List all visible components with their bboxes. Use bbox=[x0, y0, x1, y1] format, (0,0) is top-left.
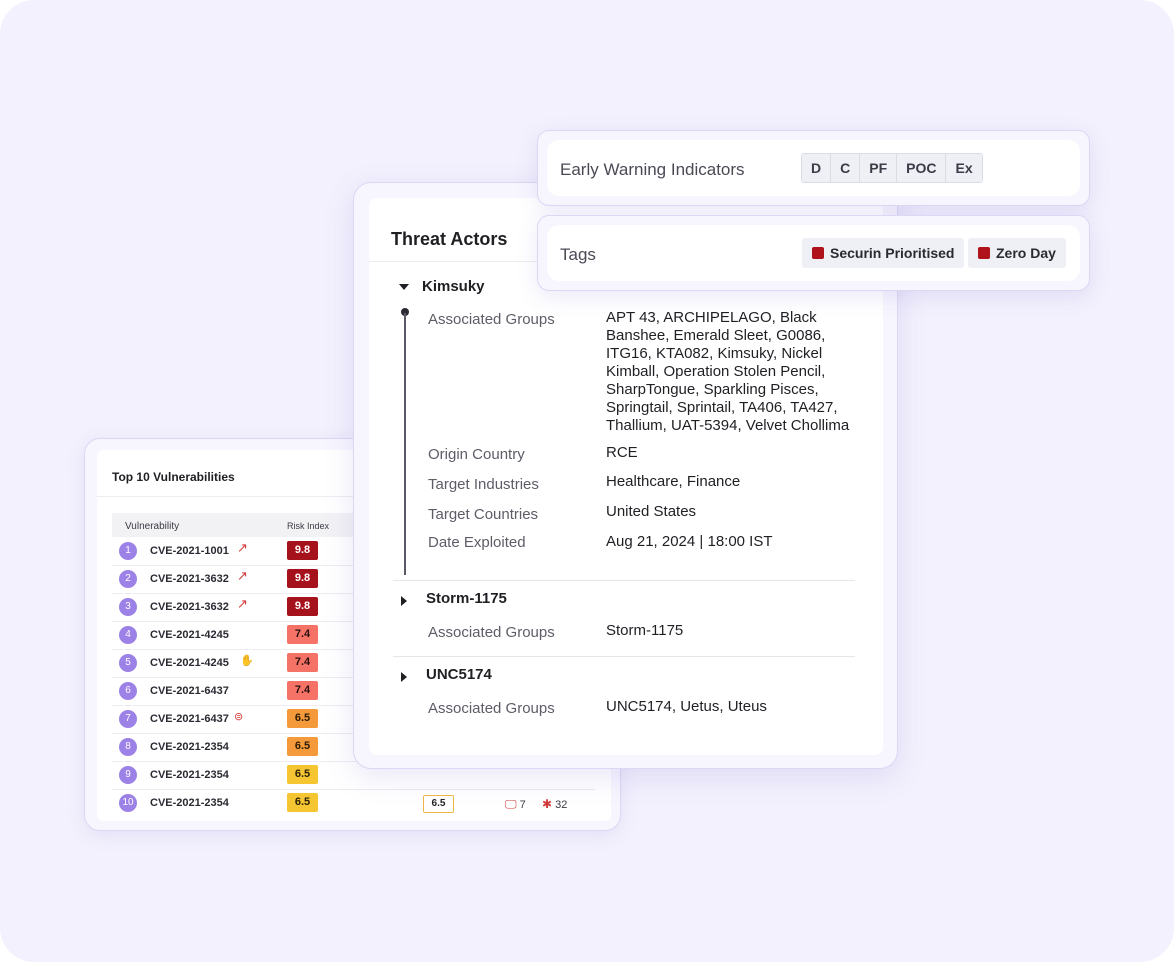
value-line: Kimball, Operation Stolen Pencil, bbox=[606, 363, 826, 380]
actor-name-storm-1175[interactable]: Storm-1175 bbox=[426, 590, 507, 607]
target-industries-value: Healthcare, Finance bbox=[606, 473, 741, 490]
field-label: Associated Groups bbox=[428, 624, 555, 641]
tags-label: Tags bbox=[560, 245, 596, 264]
column-header-vulnerability[interactable]: Vulnerability bbox=[125, 521, 180, 532]
score-box: 6.5 bbox=[423, 795, 454, 813]
table-row[interactable]: 8 CVE-2021-2354 6.5 bbox=[112, 734, 595, 762]
value-line: SharpTongue, Sparkling Pisces, bbox=[606, 381, 819, 398]
value-line: APT 43, ARCHIPELAGO, Black bbox=[606, 309, 817, 326]
divider bbox=[393, 656, 855, 657]
early-warning-panel: Early Warning Indicators D C PF POC Ex bbox=[547, 140, 1080, 196]
rank-badge: 4 bbox=[119, 626, 137, 644]
risk-index-badge: 9.8 bbox=[287, 597, 318, 616]
value-line: Thallium, UAT-5394, Velvet Chollima bbox=[606, 417, 850, 434]
bug-icon: ✱ bbox=[542, 797, 553, 811]
indicator-d[interactable]: D bbox=[802, 154, 832, 182]
indicator-group: D C PF POC Ex bbox=[801, 153, 983, 183]
ransomware-icon: ✋ bbox=[240, 655, 254, 667]
assets-metric: 🖵 7 bbox=[505, 797, 526, 812]
rank-badge: 1 bbox=[119, 542, 137, 560]
cve-id[interactable]: CVE-2021-2354 bbox=[150, 797, 229, 809]
field-label: Target Countries bbox=[428, 506, 539, 523]
early-warning-label: Early Warning Indicators bbox=[560, 160, 745, 179]
column-header-risk-index[interactable]: Risk Index bbox=[287, 521, 330, 531]
assets-count: 7 bbox=[519, 799, 526, 811]
indicator-poc[interactable]: POC bbox=[897, 154, 947, 182]
field-label: Associated Groups bbox=[428, 700, 555, 717]
rank-badge: 8 bbox=[119, 738, 137, 756]
value-line: Springtail, Sprintail, TA406, TA427, bbox=[606, 399, 838, 416]
tag-square-icon bbox=[812, 247, 824, 259]
monitor-icon: 🖵 bbox=[505, 797, 517, 811]
indicator-pf[interactable]: PF bbox=[860, 154, 898, 182]
threat-actors-title: Threat Actors bbox=[391, 229, 508, 249]
rank-badge: 2 bbox=[119, 570, 137, 588]
risk-index-badge: 7.4 bbox=[287, 625, 318, 644]
tag-square-icon bbox=[978, 247, 990, 259]
risk-index-badge: 7.4 bbox=[287, 653, 318, 672]
rank-badge: 6 bbox=[119, 682, 137, 700]
trending-up-icon: ↗ bbox=[237, 540, 248, 555]
actor-name-kimsuky[interactable]: Kimsuky bbox=[422, 278, 485, 295]
rank-badge: 5 bbox=[119, 654, 137, 672]
early-warning-card: Early Warning Indicators D C PF POC Ex bbox=[537, 130, 1090, 206]
field-label: Associated Groups bbox=[428, 311, 555, 328]
risk-index-badge: 9.8 bbox=[287, 541, 318, 560]
trending-up-icon: ↗ bbox=[237, 568, 248, 583]
date-exploited-value: Aug 21, 2024 | 18:00 IST bbox=[606, 533, 773, 550]
threats-metric: ✱ 32 bbox=[542, 797, 567, 811]
cve-id[interactable]: CVE-2021-3632 bbox=[150, 601, 229, 613]
risk-index-badge: 7.4 bbox=[287, 681, 318, 700]
risk-index-badge: 6.5 bbox=[287, 709, 318, 728]
rank-badge: 3 bbox=[119, 598, 137, 616]
indicator-c[interactable]: C bbox=[831, 154, 861, 182]
field-label: Date Exploited bbox=[428, 534, 526, 551]
tag-label: Securin Prioritised bbox=[830, 245, 955, 261]
target-countries-value: United States bbox=[606, 503, 697, 520]
exploit-icon: ⊜ bbox=[234, 711, 244, 723]
origin-country-value: RCE bbox=[606, 444, 638, 461]
risk-index-badge: 9.8 bbox=[287, 569, 318, 588]
associated-groups-value: APT 43, ARCHIPELAGO, Black Banshee, Emer… bbox=[606, 309, 849, 435]
cve-id[interactable]: CVE-2021-4245 bbox=[150, 629, 229, 641]
tags-panel: Tags Securin Prioritised Zero Day bbox=[547, 225, 1080, 281]
rank-badge: 10 bbox=[119, 794, 137, 812]
tag-label: Zero Day bbox=[996, 245, 1056, 261]
indicator-ex[interactable]: Ex bbox=[946, 154, 982, 182]
actor-name-unc5174[interactable]: UNC5174 bbox=[426, 666, 492, 683]
tags-card: Tags Securin Prioritised Zero Day bbox=[537, 215, 1090, 291]
rank-badge: 7 bbox=[119, 710, 137, 728]
value-line: ITG16, KTA082, Kimsuky, Nickel bbox=[606, 345, 823, 362]
trending-up-icon: ↗ bbox=[237, 596, 248, 611]
field-label: Origin Country bbox=[428, 446, 525, 463]
risk-index-badge: 6.5 bbox=[287, 765, 318, 784]
cve-id[interactable]: CVE-2021-1001 bbox=[150, 545, 229, 557]
risk-index-badge: 6.5 bbox=[287, 737, 318, 756]
threats-count: 32 bbox=[555, 799, 568, 811]
cve-id[interactable]: CVE-2021-3632 bbox=[150, 573, 229, 585]
top-vulnerabilities-title: Top 10 Vulnerabilities bbox=[112, 470, 235, 484]
rank-badge: 9 bbox=[119, 766, 137, 784]
value-line: Banshee, Emerald Sleet, G0086, bbox=[606, 327, 826, 344]
table-row[interactable]: 10 CVE-2021-2354 6.5 6.5 🖵 7 ✱ 32 bbox=[112, 790, 595, 818]
associated-groups-value: Storm-1175 bbox=[606, 622, 684, 639]
table-row[interactable]: 9 CVE-2021-2354 6.5 bbox=[112, 762, 595, 790]
cve-id[interactable]: CVE-2021-2354 bbox=[150, 769, 229, 781]
field-label: Target Industries bbox=[428, 476, 539, 493]
cve-id[interactable]: CVE-2021-6437 bbox=[150, 713, 229, 725]
tag-securin-prioritised[interactable]: Securin Prioritised bbox=[802, 238, 965, 268]
divider bbox=[393, 580, 855, 581]
caret-right-icon[interactable] bbox=[401, 596, 407, 606]
caret-right-icon[interactable] bbox=[401, 672, 407, 682]
risk-index-badge: 6.5 bbox=[287, 793, 318, 812]
timeline-line bbox=[404, 313, 406, 575]
tag-zero-day[interactable]: Zero Day bbox=[968, 238, 1066, 268]
caret-down-icon[interactable] bbox=[399, 284, 409, 290]
cve-id[interactable]: CVE-2021-6437 bbox=[150, 685, 229, 697]
cve-id[interactable]: CVE-2021-4245 bbox=[150, 657, 229, 669]
associated-groups-value: UNC5174, Uetus, Uteus bbox=[606, 698, 767, 715]
timeline-dot bbox=[401, 308, 409, 316]
cve-id[interactable]: CVE-2021-2354 bbox=[150, 741, 229, 753]
